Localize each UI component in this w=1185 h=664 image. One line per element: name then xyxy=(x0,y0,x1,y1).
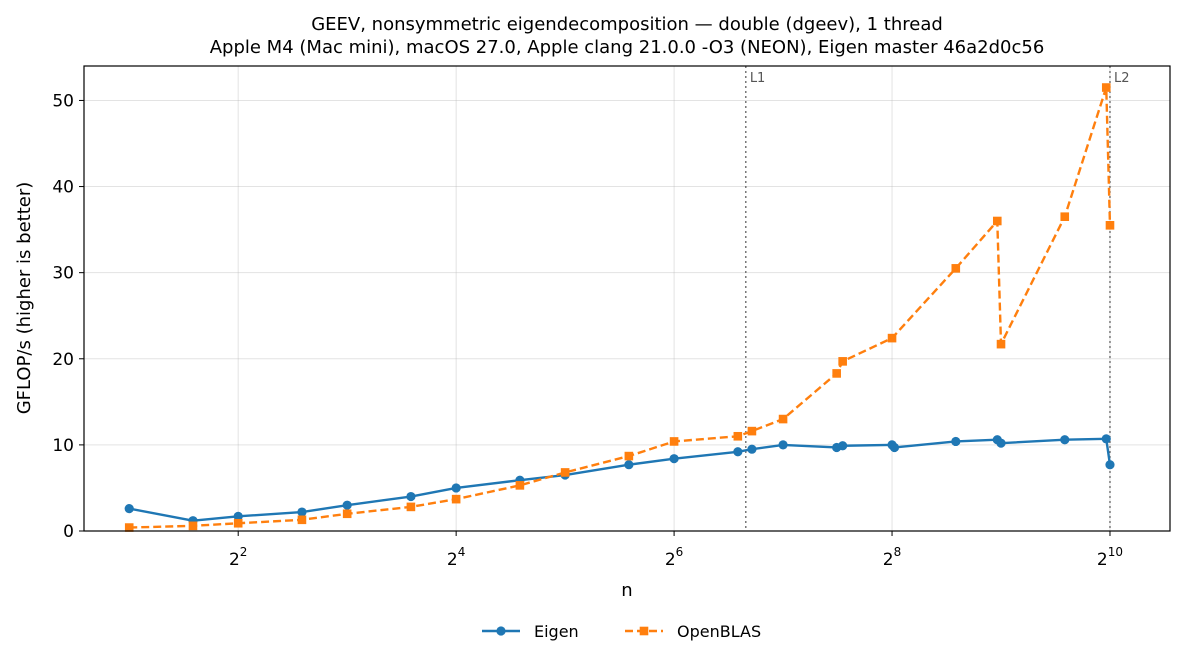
y-tick-label: 0 xyxy=(63,522,74,542)
data-point xyxy=(1060,435,1070,445)
x-tick-label: 24 xyxy=(447,545,465,570)
data-point xyxy=(124,523,134,532)
data-point xyxy=(1060,212,1070,221)
data-point xyxy=(838,357,847,366)
data-point xyxy=(233,511,243,521)
x-tick-exponent: 2 xyxy=(240,545,248,559)
x-tick-label: 26 xyxy=(665,545,683,570)
data-point xyxy=(406,502,416,512)
x-tick-base: 2 xyxy=(1097,550,1108,570)
data-point xyxy=(1101,83,1111,92)
legend-marker xyxy=(496,626,506,636)
data-point xyxy=(1101,434,1111,444)
series-openblas xyxy=(124,83,1115,532)
data-point xyxy=(951,264,961,273)
x-tick-label: 22 xyxy=(229,545,247,570)
data-point xyxy=(669,437,679,446)
data-point xyxy=(733,431,743,441)
data-point xyxy=(1105,460,1115,470)
data-point xyxy=(996,339,1006,349)
data-point xyxy=(996,438,1006,448)
x-tick-exponent: 8 xyxy=(894,545,902,559)
data-point xyxy=(992,216,1002,226)
data-point xyxy=(297,507,307,517)
data-point xyxy=(342,509,352,519)
data-point xyxy=(832,369,841,378)
series-line xyxy=(129,86,1112,529)
data-point xyxy=(887,333,897,343)
data-point xyxy=(233,518,243,528)
data-point xyxy=(515,481,525,490)
legend-label: OpenBLAS xyxy=(677,622,761,641)
legend-item-eigen: Eigen xyxy=(482,622,579,641)
data-point xyxy=(747,444,757,454)
x-tick-base: 2 xyxy=(665,550,676,570)
cache-boundary-label: L2 xyxy=(1114,71,1130,86)
chart-subtitle: Apple M4 (Mac mini), macOS 27.0, Apple c… xyxy=(210,37,1045,58)
legend: Eigen OpenBLAS xyxy=(482,622,761,641)
data-point xyxy=(733,447,743,457)
data-point xyxy=(624,451,634,461)
series-line xyxy=(129,437,1112,522)
data-point xyxy=(406,491,416,502)
y-tick-label: 20 xyxy=(52,350,74,370)
annotations: L1 L2 xyxy=(745,66,1130,531)
data-point xyxy=(951,436,961,447)
x-tick-base: 2 xyxy=(229,550,240,570)
data-point xyxy=(342,500,352,510)
data-point xyxy=(778,440,788,450)
cache-boundary-label: L1 xyxy=(750,71,766,86)
chart-title: GEEV, nonsymmetric eigendecomposition — … xyxy=(311,14,943,35)
y-axis-label: GFLOP/s (higher is better) xyxy=(14,182,35,415)
data-point xyxy=(889,442,900,453)
y-tick-label: 30 xyxy=(52,264,74,284)
x-axis-label: n xyxy=(621,580,632,601)
y-tick-label: 40 xyxy=(52,178,74,198)
data-point xyxy=(669,454,679,464)
data-point xyxy=(188,521,198,531)
data-point xyxy=(747,426,757,436)
series xyxy=(124,83,1115,532)
series-eigen xyxy=(124,434,1115,526)
legend-marker xyxy=(639,626,649,636)
legend-label: Eigen xyxy=(534,622,579,641)
x-tick-exponent: 10 xyxy=(1108,545,1123,559)
data-point xyxy=(124,504,134,514)
data-point xyxy=(624,460,634,470)
data-point xyxy=(451,483,461,493)
x-tick-exponent: 6 xyxy=(676,545,684,559)
y-ticks: 0 10 20 30 40 50 xyxy=(52,91,84,542)
legend-item-openblas: OpenBLAS xyxy=(625,622,761,641)
data-point xyxy=(451,494,461,504)
plot-frame xyxy=(83,65,1171,532)
x-tick-exponent: 4 xyxy=(458,545,466,559)
x-tick-label: 28 xyxy=(883,545,901,570)
data-point xyxy=(560,468,570,477)
x-tick-base: 2 xyxy=(883,550,894,570)
x-tick-base: 2 xyxy=(447,550,458,570)
data-point xyxy=(778,414,788,424)
data-point xyxy=(297,515,307,525)
x-tick-label: 210 xyxy=(1097,545,1123,570)
y-tick-label: 50 xyxy=(52,91,74,111)
data-point xyxy=(838,441,848,451)
y-tick-label: 10 xyxy=(52,436,74,456)
x-ticks: 22 24 26 28 210 xyxy=(229,531,1123,570)
data-point xyxy=(1105,221,1115,230)
